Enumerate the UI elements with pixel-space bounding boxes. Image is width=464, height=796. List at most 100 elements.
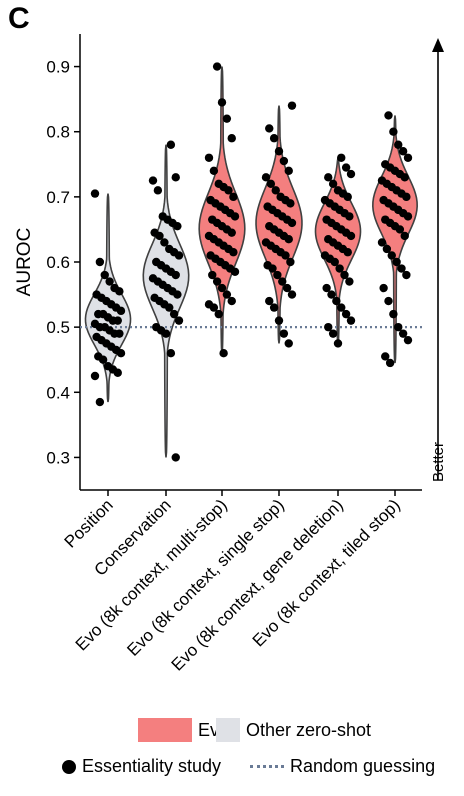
data-point: [174, 251, 184, 260]
data-point: [385, 358, 395, 368]
data-point: [324, 322, 333, 332]
y-tick-label: 0.9: [46, 58, 70, 77]
data-point: [95, 257, 105, 267]
data-point: [345, 277, 354, 286]
violin-chart: 0.3 0.4 0.5 0.6 0.7 0.8 0.9 AUROC PositionConse…: [14, 34, 447, 675]
data-point: [265, 124, 274, 133]
data-point: [116, 306, 126, 316]
y-axis-label: AUROC: [14, 228, 35, 297]
data-point: [330, 257, 339, 267]
other-zero-shot-swatch: [216, 718, 240, 742]
data-point: [403, 153, 413, 162]
data-point: [343, 192, 352, 202]
data-point: [227, 134, 236, 143]
data-point: [209, 166, 219, 175]
data-point: [335, 264, 344, 273]
violin-4: [314, 157, 362, 344]
data-point: [229, 248, 238, 257]
data-point: [287, 290, 297, 299]
data-point: [230, 267, 240, 276]
legend-other-label: Other zero-shot: [246, 719, 372, 740]
data-point: [208, 270, 217, 280]
y-tick-label: 0.3: [46, 448, 70, 467]
data-point: [271, 186, 280, 195]
data-point: [268, 264, 277, 273]
data-point: [382, 244, 392, 254]
data-point: [389, 127, 398, 136]
data-point: [394, 322, 403, 332]
data-point: [327, 290, 336, 299]
random-line-icon: [250, 765, 284, 768]
y-tick-label: 0.7: [46, 188, 70, 207]
data-point: [155, 231, 164, 241]
data-point: [227, 228, 236, 237]
data-point: [340, 270, 349, 280]
data-point: [328, 179, 338, 189]
data-point: [113, 368, 122, 377]
data-point: [173, 290, 182, 299]
data-point: [379, 283, 388, 293]
data-point: [113, 316, 122, 325]
data-point: [387, 251, 396, 260]
data-point: [209, 303, 219, 312]
data-point: [389, 309, 398, 319]
y-axis: 0.3 0.4 0.5 0.6 0.7 0.8 0.9 AUROC: [14, 34, 422, 491]
data-point: [212, 62, 222, 71]
data-point: [384, 296, 393, 306]
data-point: [90, 371, 100, 381]
data-point: [398, 147, 408, 156]
data-point: [115, 287, 124, 296]
data-point: [217, 98, 227, 107]
data-point: [282, 283, 292, 293]
data-point: [402, 270, 411, 280]
data-point: [281, 251, 290, 260]
data-point: [171, 270, 180, 280]
data-point: [153, 186, 163, 195]
data-point: [346, 316, 356, 325]
data-point: [324, 173, 333, 182]
data-point: [287, 101, 297, 110]
data-point: [269, 134, 279, 143]
data-point: [341, 309, 351, 319]
data-point: [346, 169, 356, 179]
data-point: [274, 147, 284, 156]
data-point: [343, 248, 352, 257]
x-tick-label: Position: [61, 495, 117, 551]
data-point: [346, 231, 356, 241]
data-point: [212, 277, 222, 286]
data-point: [160, 238, 169, 247]
data-point: [227, 296, 236, 306]
data-point: [204, 153, 214, 162]
better-arrow: Better: [430, 38, 447, 482]
essentiality-dot-icon: [62, 759, 76, 774]
data-point: [279, 329, 289, 338]
data-point: [166, 349, 176, 358]
data-point: [98, 355, 108, 364]
data-point: [398, 329, 408, 338]
data-point: [400, 231, 409, 241]
data-point: [265, 296, 274, 306]
data-point: [279, 156, 289, 166]
data-point: [284, 235, 293, 244]
data-point: [165, 303, 174, 312]
data-point: [224, 186, 233, 195]
data-point: [174, 316, 184, 325]
data-point: [403, 212, 413, 221]
data-point: [333, 339, 343, 348]
better-arrowhead-icon: [432, 38, 444, 52]
data-point: [222, 114, 232, 123]
data-point: [214, 309, 223, 319]
data-point: [337, 153, 346, 162]
data-point: [95, 397, 105, 407]
data-point: [381, 352, 390, 361]
y-tick-label: 0.4: [46, 383, 70, 402]
data-point: [230, 212, 240, 221]
violin-layer: [84, 66, 418, 458]
data-point: [222, 290, 232, 299]
data-point: [397, 264, 406, 273]
data-point: [328, 329, 338, 338]
data-point: [173, 221, 182, 231]
y-tick-label: 0.8: [46, 123, 70, 142]
data-point: [400, 173, 409, 182]
